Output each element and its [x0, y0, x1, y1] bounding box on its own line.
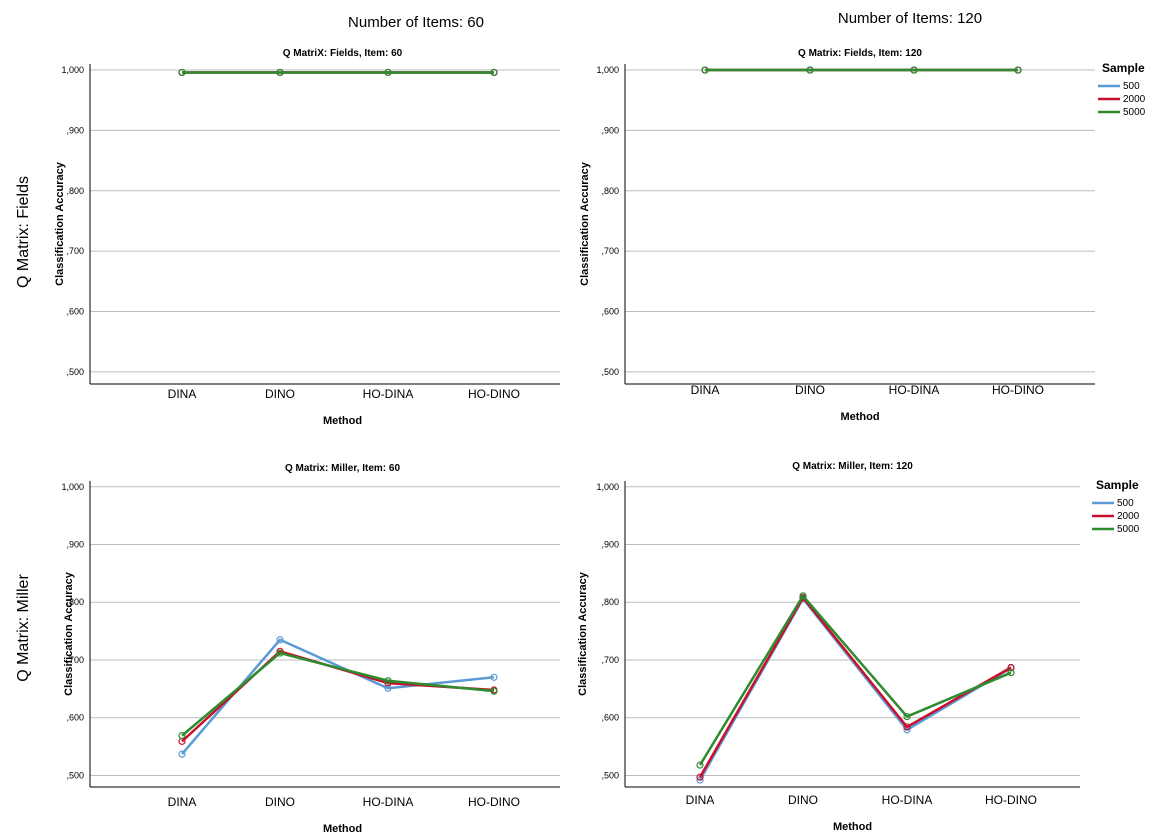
y-tick-label: ,700	[601, 655, 619, 665]
data-point-5000	[384, 68, 392, 77]
y-tick-label: ,500	[66, 367, 84, 377]
x-axis-label: Method	[840, 411, 879, 423]
data-point-5000	[178, 68, 186, 77]
legend: Sample 500 2000 5000	[1092, 478, 1140, 535]
chart-title: Q Matrix: Fields, Item: 120	[798, 48, 922, 59]
legend-label: 500	[1123, 81, 1140, 92]
legend-title: Sample	[1096, 478, 1139, 492]
data-point-5000	[1007, 669, 1015, 677]
y-tick-label: ,600	[66, 713, 84, 723]
legend-label: 5000	[1123, 107, 1146, 118]
chart-miller-60: Q Matrix: Miller, Item: 60 ,500 ,600 ,700 ,8…	[61, 463, 560, 835]
x-tick-label: HO-DINO	[468, 387, 520, 401]
x-tick-label: HO-DINO	[992, 383, 1044, 397]
legend-label: 5000	[1117, 524, 1140, 535]
y-tick-label: ,800	[66, 597, 84, 607]
legend: Sample 500 2000 5000	[1098, 61, 1146, 118]
y-tick-label: 1,000	[61, 482, 84, 492]
y-tick-label: ,800	[66, 186, 84, 196]
x-axis-label: Method	[323, 823, 362, 835]
x-tick-label: HO-DINA	[363, 795, 414, 809]
column-header-120-items: Number of Items: 120	[837, 10, 983, 27]
data-point-5000	[178, 732, 186, 740]
x-tick-label: DINA	[168, 387, 197, 401]
row-header-fields: Q Matrix: Fields	[15, 175, 32, 289]
x-tick-label: HO-DINA	[889, 383, 940, 397]
y-tick-label: ,900	[66, 125, 84, 135]
data-point-500	[276, 636, 284, 644]
y-axis-label: Classification Accuracy	[63, 571, 75, 696]
y-axis-label: Classification Accuracy	[54, 161, 66, 286]
x-tick-label: DINO	[788, 793, 818, 807]
row-header-miller: Q Matrix: Miller	[15, 574, 32, 682]
y-tick-label: ,800	[601, 186, 619, 196]
data-point-5000	[701, 66, 709, 74]
y-tick-label: 1,000	[596, 65, 619, 75]
chart-miller-120: Q Matrix: Miller, Item: 120 ,500 ,600 ,700,…	[577, 461, 1140, 833]
legend-label: 2000	[1117, 511, 1140, 522]
data-point-5000	[276, 649, 284, 657]
x-tick-label: HO-DINO	[985, 793, 1037, 807]
data-point-2000	[696, 773, 704, 781]
legend-label: 2000	[1123, 94, 1146, 105]
series-line-5000	[698, 594, 1012, 766]
data-point-500	[178, 750, 186, 758]
chart-fields-60: Q MatriX: Fields, Item: 60 ,500 ,600 ,700 ,8…	[54, 48, 560, 427]
y-tick-label: ,600	[601, 307, 619, 317]
x-tick-label: DINO	[265, 387, 295, 401]
series-line-5000	[181, 651, 495, 737]
y-tick-label: ,700	[601, 246, 619, 256]
chart-fields-120: Q Matrix: Fields, Item: 120 ,500 ,600 ,700,…	[579, 48, 1146, 423]
x-tick-label: DINA	[168, 795, 197, 809]
x-tick-label: HO-DINA	[882, 793, 933, 807]
y-tick-label: ,600	[601, 713, 619, 723]
data-point-5000	[384, 677, 392, 685]
y-axis-label: Classification Accuracy	[577, 571, 589, 696]
y-axis-label: Classification Accuracy	[579, 161, 591, 286]
x-tick-label: DINO	[795, 383, 825, 397]
data-point-500	[490, 673, 498, 681]
legend-label: 500	[1117, 498, 1134, 509]
data-point-5000	[1014, 66, 1022, 74]
data-point-500	[384, 684, 392, 692]
column-header-60-items: Number of Items: 60	[348, 14, 484, 31]
x-tick-label: DINO	[265, 795, 295, 809]
x-tick-label: HO-DINO	[468, 795, 520, 809]
y-tick-label: ,600	[66, 307, 84, 317]
legend-title: Sample	[1102, 61, 1145, 75]
y-tick-label: 1,000	[61, 65, 84, 75]
y-tick-label: ,500	[66, 770, 84, 780]
y-tick-label: ,800	[601, 597, 619, 607]
y-tick-label: ,500	[601, 367, 619, 377]
y-tick-label: ,900	[601, 540, 619, 550]
x-tick-label: DINA	[686, 793, 715, 807]
y-tick-label: ,900	[601, 125, 619, 135]
data-point-2000	[1007, 663, 1015, 672]
y-tick-label: ,700	[66, 655, 84, 665]
data-point-5000	[276, 68, 284, 77]
y-tick-label: 1,000	[596, 482, 619, 492]
y-tick-label: ,500	[601, 770, 619, 780]
y-tick-label: ,900	[66, 540, 84, 550]
y-tick-label: ,700	[66, 246, 84, 256]
data-point-5000	[696, 761, 704, 769]
data-point-5000	[910, 66, 918, 74]
data-point-2000	[903, 723, 911, 731]
x-tick-label: DINA	[691, 383, 720, 397]
series-line-2000	[698, 596, 1012, 778]
data-point-5000	[799, 592, 807, 600]
x-axis-label: Method	[323, 415, 362, 427]
chart-title: Q Matrix: Miller, Item: 120	[792, 461, 913, 472]
data-point-5000	[806, 66, 814, 74]
x-axis-label: Method	[833, 821, 872, 833]
data-point-5000	[490, 687, 498, 695]
data-point-5000	[903, 712, 911, 721]
x-tick-label: HO-DINA	[363, 387, 414, 401]
data-point-5000	[490, 68, 498, 77]
chart-title: Q Matrix: Miller, Item: 60	[285, 463, 400, 474]
chart-title: Q MatriX: Fields, Item: 60	[283, 48, 403, 59]
